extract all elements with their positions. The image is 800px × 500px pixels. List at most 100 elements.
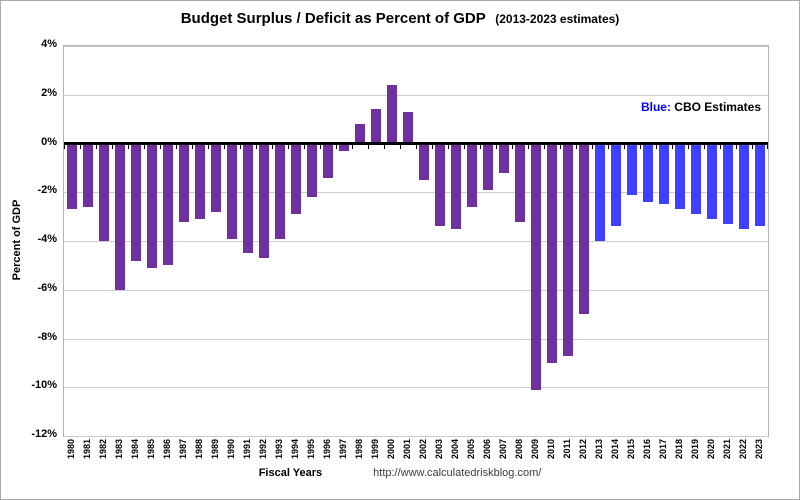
x-axis-tick: [288, 145, 289, 149]
x-axis-tick: [432, 145, 433, 149]
bar-2017: [659, 143, 669, 205]
chart-header: Budget Surplus / Deficit as Percent of G…: [1, 10, 799, 28]
bar-2001: [403, 111, 413, 144]
x-tick-label-2004: 2004: [449, 439, 460, 460]
y-tick-label--2: -2%: [37, 184, 57, 197]
y-tick-label--4: -4%: [37, 233, 57, 245]
gridline--4: [64, 241, 768, 242]
x-tick-label-1992: 1992: [257, 439, 268, 460]
x-axis-tick: [592, 145, 593, 149]
x-axis-tick: [544, 145, 545, 149]
bar-2020: [707, 143, 717, 220]
x-tick-label-1999: 1999: [369, 439, 380, 460]
y-tick-label-4: 4%: [41, 38, 57, 50]
x-tick-label-1983: 1983: [113, 439, 124, 460]
x-tick-label-1987: 1987: [177, 439, 188, 460]
y-tick-label--8: -8%: [37, 330, 57, 343]
zero-axis-line: [64, 142, 768, 145]
bar-2006: [483, 143, 493, 190]
x-axis-tick: [64, 145, 65, 149]
bar-2003: [435, 143, 445, 227]
bar-2014: [611, 143, 621, 227]
bar-2004: [451, 143, 461, 229]
x-tick-label-2008: 2008: [513, 439, 524, 460]
x-tick-label-2018: 2018: [673, 439, 684, 460]
x-axis-tick: [144, 145, 145, 149]
x-tick-label-1980: 1980: [65, 439, 76, 460]
x-axis-tick: [208, 145, 209, 149]
x-axis-tick: [240, 145, 241, 149]
bar-1981: [83, 143, 93, 207]
bar-1987: [179, 143, 189, 222]
x-axis-tick: [672, 145, 673, 149]
x-tick-label-1994: 1994: [289, 439, 300, 460]
x-axis-tick: [128, 145, 129, 149]
bar-1988: [195, 143, 205, 220]
x-tick-label-2000: 2000: [385, 439, 396, 460]
gridline-2: [64, 94, 768, 96]
bar-1997: [339, 143, 349, 151]
x-tick-label-2006: 2006: [481, 439, 492, 460]
x-tick-label-1996: 1996: [321, 439, 332, 460]
x-axis-tick: [256, 145, 257, 149]
legend-text: CBO Estimates: [674, 100, 761, 114]
x-axis-tick: [352, 145, 353, 149]
bar-1995: [307, 143, 317, 198]
x-axis-tick: [560, 145, 561, 149]
x-tick-label-2021: 2021: [721, 439, 732, 460]
bar-2009: [531, 143, 541, 390]
gridline--10: [64, 387, 768, 389]
x-axis-tick: [192, 145, 193, 149]
x-axis-tick: [720, 145, 721, 149]
x-axis-tick: [464, 145, 465, 149]
bar-1990: [227, 143, 237, 239]
x-tick-label-2014: 2014: [609, 439, 620, 460]
x-tick-label-2009: 2009: [529, 439, 540, 460]
x-tick-label-2015: 2015: [625, 439, 636, 460]
x-tick-label-1988: 1988: [193, 439, 204, 460]
x-axis-tick: [112, 145, 113, 149]
x-tick-label-1985: 1985: [145, 439, 156, 460]
x-axis-tick: [576, 145, 577, 149]
chart-subtitle: (2013-2023 estimates): [495, 12, 620, 26]
x-axis-tick: [448, 145, 449, 149]
x-tick-label-2001: 2001: [401, 439, 412, 460]
x-axis-tick: [176, 145, 177, 149]
x-tick-label-2017: 2017: [657, 439, 668, 460]
bar-1992: [259, 143, 269, 259]
bar-2016: [643, 143, 653, 202]
x-axis-tick: [336, 145, 337, 149]
x-axis-tick: [368, 145, 369, 149]
bar-2018: [675, 143, 685, 210]
y-tick-label--12: -12%: [31, 428, 57, 440]
x-axis-tick: [767, 145, 768, 149]
x-tick-label-2012: 2012: [577, 439, 588, 460]
x-axis-tick: [752, 145, 753, 149]
x-tick-label-1981: 1981: [81, 439, 92, 460]
x-tick-label-1982: 1982: [97, 439, 108, 460]
x-tick-label-1989: 1989: [209, 439, 220, 460]
bar-1994: [291, 143, 301, 215]
x-tick-label-2016: 2016: [641, 439, 652, 460]
x-axis-tick: [320, 145, 321, 149]
bar-2023: [755, 143, 765, 227]
x-tick-label-1993: 1993: [273, 439, 284, 460]
x-tick-label-1990: 1990: [225, 439, 236, 460]
bar-2012: [579, 143, 589, 315]
x-axis-tick: [80, 145, 81, 149]
x-tick-label-2003: 2003: [433, 439, 444, 460]
bar-1998: [355, 124, 365, 144]
bar-1980: [67, 143, 77, 210]
legend-blue-word: Blue:: [640, 100, 671, 114]
x-tick-label-1998: 1998: [353, 439, 364, 460]
bar-2022: [739, 143, 749, 229]
bar-2010: [547, 143, 557, 363]
x-axis-tick: [512, 145, 513, 149]
bar-2005: [467, 143, 477, 207]
bar-2000: [387, 85, 397, 144]
gridline--6: [64, 289, 768, 291]
x-tick-label-2019: 2019: [689, 439, 700, 460]
x-axis-tick: [96, 145, 97, 149]
plot-area: [63, 45, 769, 437]
